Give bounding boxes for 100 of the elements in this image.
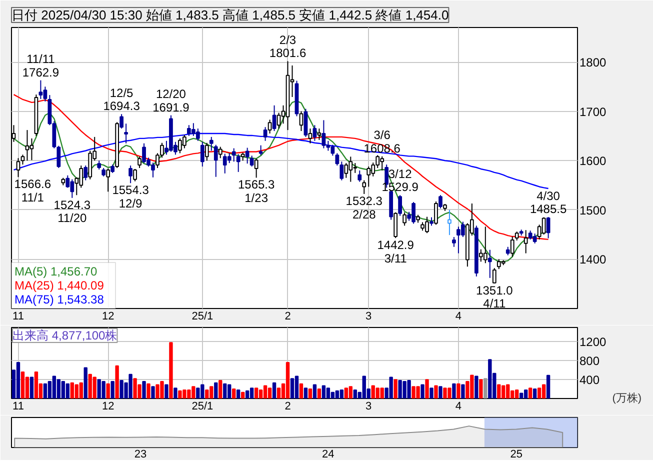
bar (290, 378, 294, 398)
bar (434, 385, 438, 398)
bar (43, 383, 48, 398)
candlestick (340, 161, 344, 181)
bar (34, 371, 38, 398)
bar (214, 382, 218, 398)
annotation: 4/30 1485.5 (530, 188, 567, 216)
candlestick (133, 168, 137, 182)
bar (263, 385, 268, 398)
candlestick (532, 233, 537, 244)
x-tick-label: 25/1 (192, 400, 214, 412)
bar (30, 376, 34, 398)
y-tick-label: 1700 (580, 104, 607, 119)
candlestick (106, 168, 110, 192)
candlestick (272, 104, 276, 132)
bar (344, 388, 348, 398)
candlestick (20, 154, 25, 166)
bar (299, 383, 304, 398)
y-tick-label: 1200 (580, 335, 607, 350)
x-tick-label: 24 (322, 448, 334, 460)
candlestick (38, 80, 43, 100)
candlestick (263, 126, 268, 142)
candlestick (196, 128, 200, 142)
bar (205, 389, 209, 398)
x-tick-label: 3 (366, 400, 372, 412)
candlestick (448, 209, 452, 236)
annotation: 1554.3 12/9 (112, 183, 150, 210)
bar (236, 389, 240, 398)
candlestick (66, 174, 70, 188)
bar (348, 386, 352, 398)
bar (312, 384, 317, 398)
bar (164, 384, 168, 398)
y-tick-label: 1400 (580, 252, 607, 267)
bar (232, 388, 236, 398)
candlestick (344, 162, 348, 178)
candlestick (254, 158, 258, 178)
bar (528, 388, 532, 398)
x-tick-label: 25/1 (192, 310, 214, 322)
bar (286, 362, 290, 398)
candlestick (204, 142, 209, 162)
x-tick-label: 23 (134, 448, 147, 460)
bar (330, 392, 335, 398)
bar (66, 383, 70, 398)
candlestick (452, 236, 456, 248)
candlestick (25, 130, 30, 162)
bar (254, 388, 258, 398)
text: MA(25) 1,440.09 (14, 278, 104, 292)
bar (276, 388, 281, 398)
bar (326, 388, 330, 398)
candlestick (236, 154, 240, 172)
candlestick (200, 141, 204, 168)
candlestick (120, 114, 124, 130)
bar (546, 374, 550, 398)
bar (497, 384, 501, 398)
candlestick (546, 216, 550, 239)
bar (425, 379, 429, 398)
bar (304, 388, 308, 398)
candlestick (30, 138, 34, 161)
candlestick (366, 166, 371, 188)
candlestick (209, 136, 214, 152)
candlestick (317, 128, 322, 140)
text: MA(75) 1,543.38 (14, 292, 104, 306)
y-tick-label: 1600 (580, 154, 607, 168)
bar (223, 383, 227, 398)
bar (335, 390, 340, 398)
candlestick (308, 128, 312, 144)
bar (394, 379, 398, 398)
candlestick (245, 147, 250, 164)
chart-title: 日付 2025/04/30 15:30 始値 1,483.5 高値 1,485.5 安値 1,442.5 終値 1,454.0 (12, 8, 449, 22)
candlestick (488, 249, 492, 278)
annotation: 2/3 1801.6 (269, 32, 306, 60)
candlestick (227, 152, 232, 164)
bar (61, 380, 66, 398)
candlestick (16, 158, 20, 178)
bar (20, 371, 25, 398)
bar (258, 389, 263, 398)
y-axis-title: (万株) (612, 392, 642, 404)
annotation: 1566.6 11/1 (14, 177, 52, 204)
y-tick-label: 1500 (580, 203, 607, 218)
bar (430, 388, 434, 398)
bar (474, 376, 478, 398)
x-tick-label: 3 (366, 310, 372, 322)
bar (520, 392, 524, 398)
candlestick (250, 155, 254, 168)
candlestick (483, 226, 488, 264)
x-tick-label: 11 (12, 310, 24, 322)
bar (524, 389, 528, 398)
text: MA(5) 1,456.70 (14, 264, 98, 278)
candlestick (218, 146, 222, 159)
bar (322, 385, 326, 398)
bar (79, 382, 83, 398)
candlestick (124, 123, 128, 144)
candlestick (510, 236, 514, 258)
x-tick-label: 25 (510, 448, 522, 460)
candlestick (492, 268, 496, 284)
candlestick (138, 156, 142, 168)
x-tick-label: 4 (455, 400, 462, 412)
bar (420, 384, 424, 398)
chart-title: 出来高 4,877,100株 (12, 328, 118, 342)
bar (240, 392, 245, 398)
